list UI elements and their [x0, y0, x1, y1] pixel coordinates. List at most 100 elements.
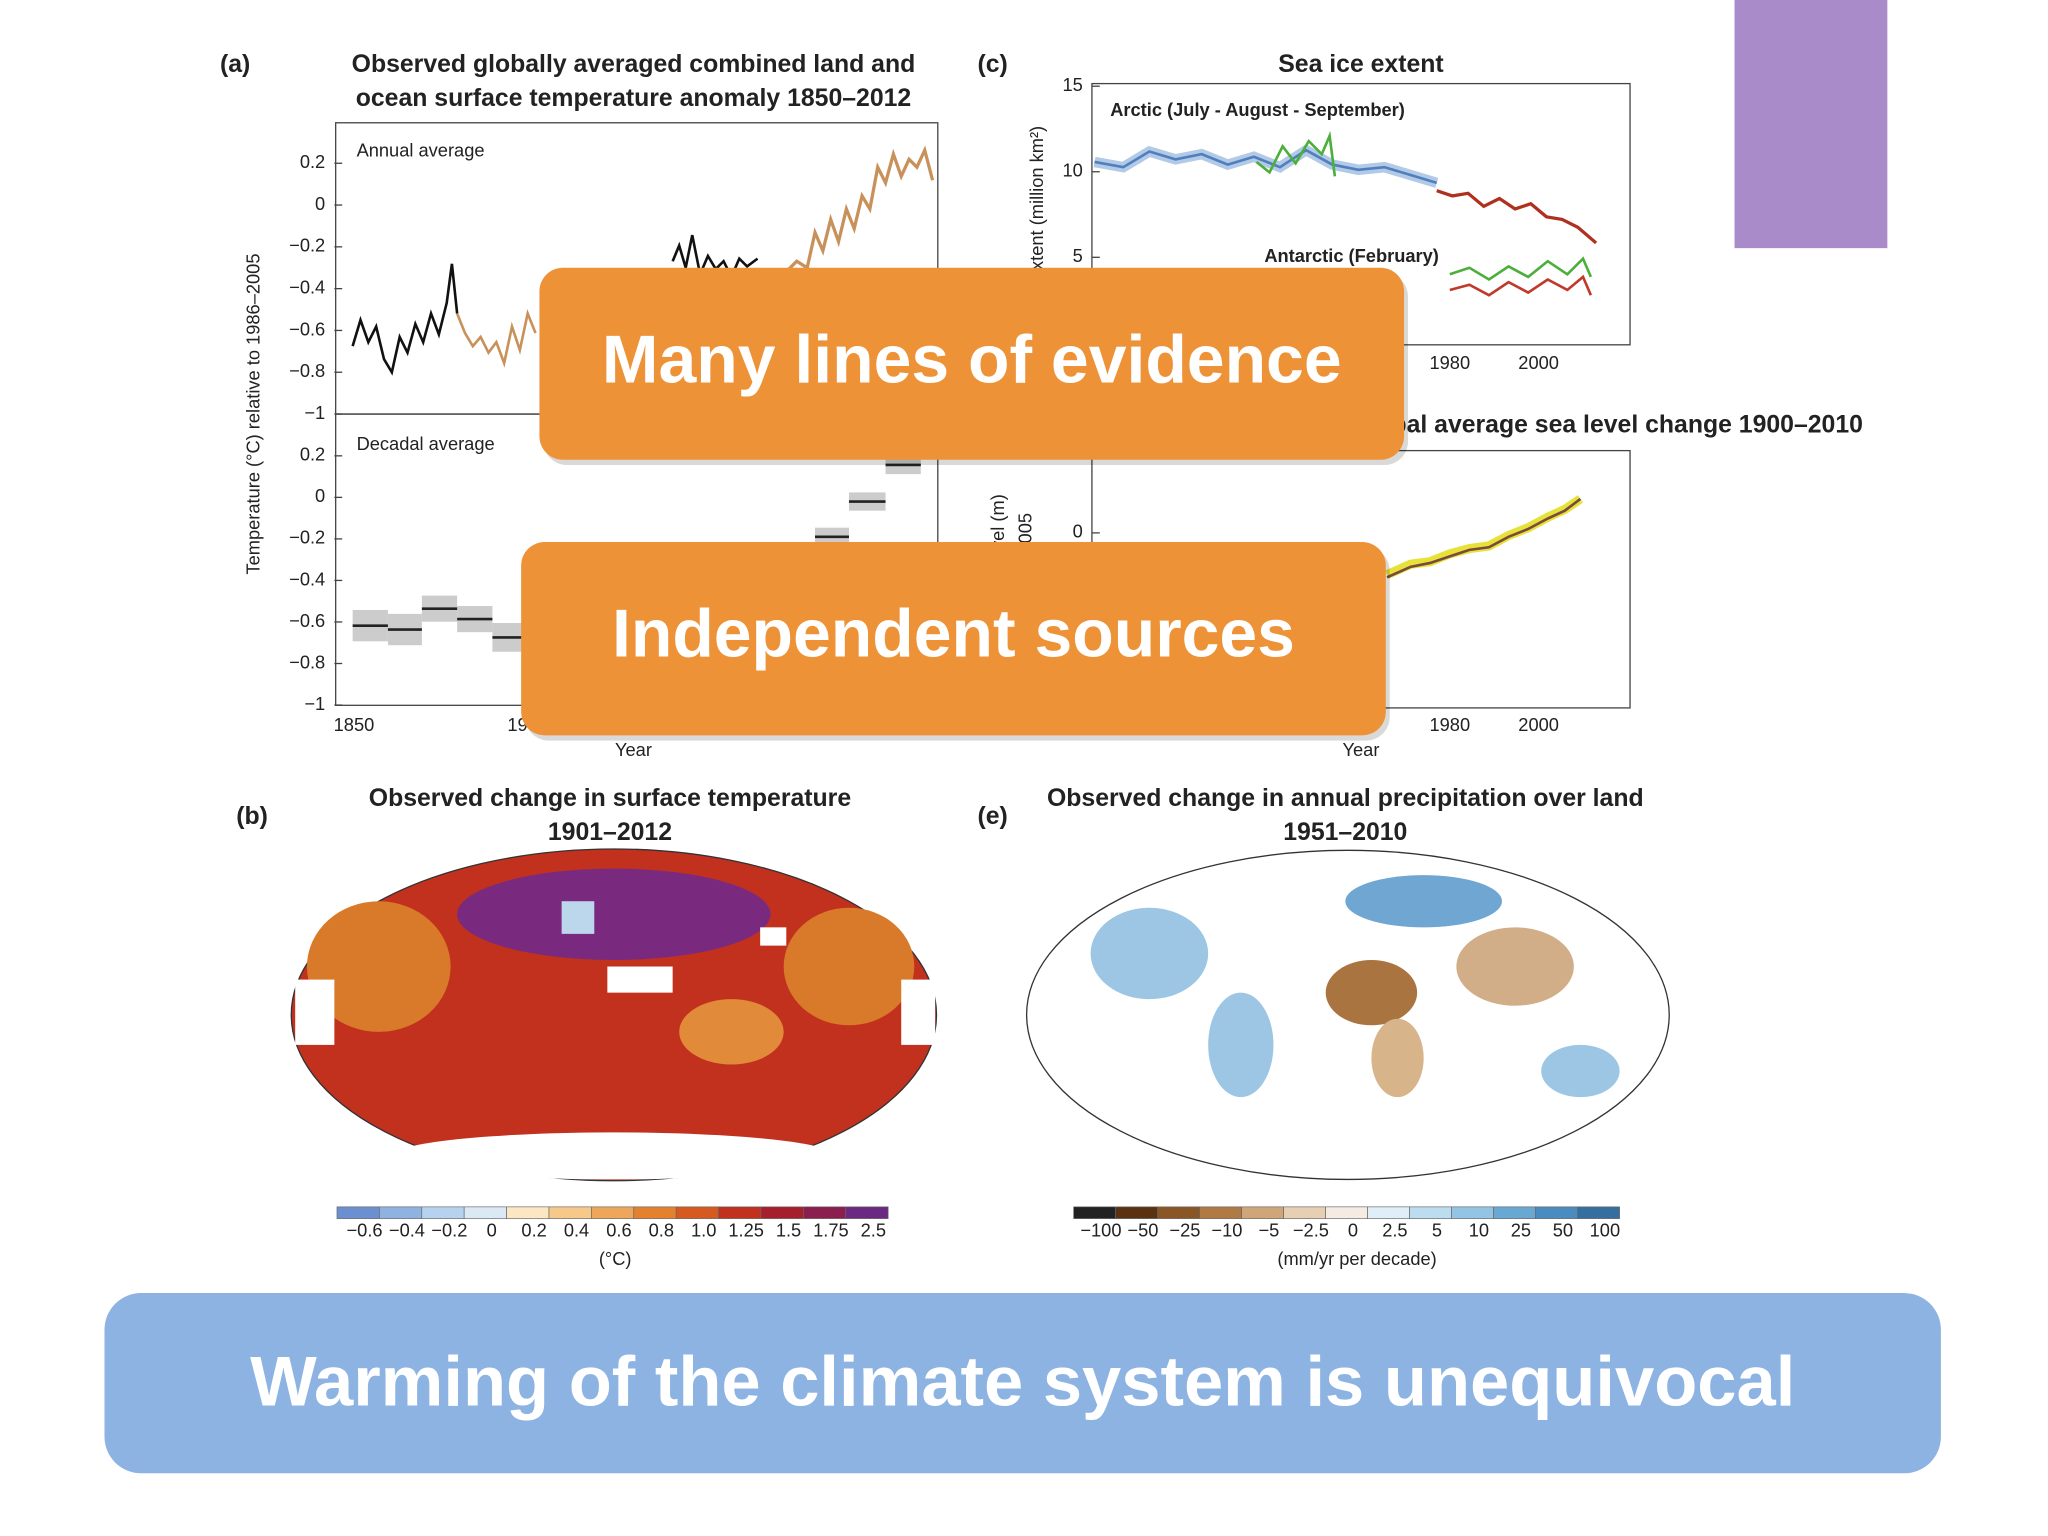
colorbar-tick-label: 0.4	[564, 1220, 589, 1241]
colorbar-cell	[1577, 1206, 1620, 1219]
y-axis-label: Temperature (°C) relative to 1986–2005	[243, 254, 264, 575]
x-tick-label: 2000	[1518, 352, 1559, 373]
y-tick-label: 0.2	[300, 444, 325, 465]
y-tick-label: −0.6	[289, 610, 325, 631]
annual-line	[782, 145, 935, 276]
x-tick-label: 1980	[1429, 714, 1470, 735]
colorbar-tick-label: 0.6	[606, 1220, 631, 1241]
colorbar-tick-label: −25	[1169, 1220, 1200, 1241]
colorbar-cell	[1283, 1206, 1326, 1219]
colorbar-tick-label: −5	[1259, 1220, 1280, 1241]
annual-line	[671, 234, 759, 281]
colorbar-tick-label: −2.5	[1293, 1220, 1329, 1241]
map-patches	[295, 868, 936, 1180]
y-tick-label: −0.2	[289, 235, 325, 256]
colorbar-cell	[1115, 1206, 1158, 1219]
colorbar-cell	[1073, 1206, 1116, 1219]
colorbar-cell	[1367, 1206, 1410, 1219]
panel-label: (e)	[977, 803, 1007, 830]
colorbar-cell	[1535, 1206, 1578, 1219]
colorbar-tick-label: −0.2	[431, 1220, 467, 1241]
sea-level-line	[1386, 497, 1582, 579]
antarctic-line	[1449, 274, 1593, 297]
y-tick-label: −1	[304, 402, 325, 423]
map-patches	[1090, 875, 1620, 1098]
colorbar-cell	[1199, 1206, 1242, 1219]
y-tick-label: −0.2	[289, 527, 325, 548]
annual-line	[455, 309, 537, 368]
colorbar-cell	[591, 1206, 635, 1219]
colorbar-tick-label: −0.4	[389, 1220, 425, 1241]
colorbar-tick-label: 100	[1590, 1220, 1620, 1241]
colorbar-tick-label: 0	[1348, 1220, 1358, 1241]
y-tick-label: −1	[304, 693, 325, 714]
arctic-line	[1255, 130, 1337, 177]
x-axis-label: Year	[1343, 739, 1380, 760]
colorbar-cell	[421, 1206, 465, 1219]
x-axis-label: Year	[615, 739, 652, 760]
annual-line	[351, 263, 459, 376]
colorbar-tick-label: −50	[1127, 1220, 1158, 1241]
x-tick-label: 2000	[1518, 714, 1559, 735]
colorbar-cell	[336, 1206, 380, 1219]
arctic-line	[1436, 189, 1598, 245]
colorbar-tick-label: 10	[1469, 1220, 1489, 1241]
panel-title: Global average sea level change 1900–201…	[1350, 411, 1863, 438]
series-label: Antarctic (February)	[1264, 245, 1439, 266]
colorbar-unit: (mm/yr per decade)	[1277, 1248, 1436, 1269]
panel-title: 1951–2010	[1283, 819, 1407, 846]
panel-title: Observed change in annual precipitation …	[1047, 785, 1644, 812]
y-tick-label: −0.4	[289, 276, 325, 297]
panel-title: Observed change in surface temperature	[369, 785, 851, 812]
colorbar-cell	[1241, 1206, 1284, 1219]
colorbar: −100 −50 −25 −10 −5 −2.5 0 2.5 5 10 25 50 100	[1073, 1206, 1620, 1241]
colorbar-cell	[463, 1206, 507, 1219]
colorbar-cell	[845, 1206, 889, 1219]
colorbar-cell	[506, 1206, 550, 1219]
y-tick-label: 0.2	[300, 151, 325, 172]
colorbar-unit: (°C)	[599, 1248, 632, 1269]
colorbar-tick-label: 5	[1432, 1220, 1442, 1241]
y-tick-label: −0.8	[289, 360, 325, 381]
colorbar-cell	[675, 1206, 719, 1219]
panel-title: ocean surface temperature anomaly 1850–2…	[356, 85, 911, 112]
colorbar-tick-label: 0	[487, 1220, 497, 1241]
colorbar-cell	[633, 1206, 677, 1219]
y-tick-label: −0.8	[289, 651, 325, 672]
colorbar-cell	[1325, 1206, 1368, 1219]
colorbar-tick-label: −10	[1211, 1220, 1242, 1241]
colorbar-tick-label: 1.5	[776, 1220, 801, 1241]
plot-label: Annual average	[357, 139, 485, 160]
y-tick-label: 10	[1062, 160, 1082, 181]
colorbar-cell	[1451, 1206, 1494, 1219]
colorbar: −0.6 −0.4 −0.2 0 0.2 0.4 0.6 0.8 1.0 1.25 1.5 1.75 2…	[336, 1206, 889, 1241]
y-tick-label: 0	[315, 193, 325, 214]
colorbar-tick-label: 0.2	[521, 1220, 546, 1241]
y-tick-label: 5	[1073, 245, 1083, 266]
plot-label: Decadal average	[357, 433, 495, 454]
colorbar-cell	[803, 1206, 847, 1219]
colorbar-cell	[1409, 1206, 1452, 1219]
sea-level-band	[1385, 495, 1583, 579]
colorbar-cell	[1157, 1206, 1200, 1219]
x-tick-label: 1850	[334, 714, 375, 735]
panel-title: Observed globally averaged combined land…	[352, 51, 916, 78]
panel-label: (c)	[977, 51, 1007, 78]
colorbar-cell	[548, 1206, 592, 1219]
colorbar-tick-label: 50	[1553, 1220, 1573, 1241]
arctic-line	[1094, 148, 1438, 185]
y-tick-label: −0.6	[289, 318, 325, 339]
colorbar-cell	[379, 1206, 423, 1219]
banner	[104, 1293, 1941, 1474]
decadal-means	[352, 463, 921, 639]
colorbar-tick-label: 1.0	[691, 1220, 716, 1241]
y-tick-label: 15	[1062, 74, 1082, 95]
panel-title: 1901–2012	[548, 819, 672, 846]
callout-box	[539, 267, 1405, 460]
colorbar-tick-label: −0.6	[347, 1220, 383, 1241]
callout-text: Independent sources	[612, 597, 1295, 672]
colorbar-tick-label: 1.25	[728, 1220, 764, 1241]
colorbar-tick-label: 2.5	[861, 1220, 886, 1241]
